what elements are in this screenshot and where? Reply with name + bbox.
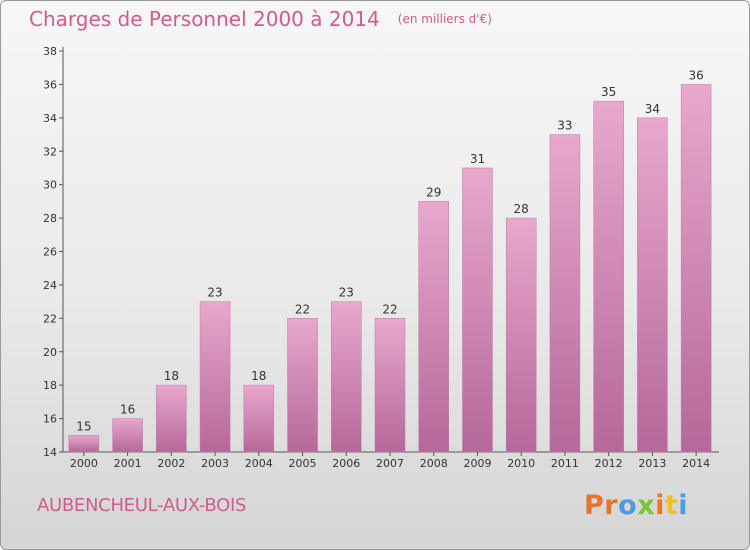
- y-tick-label: 16: [43, 413, 57, 426]
- bar-value-label: 22: [382, 302, 397, 316]
- y-tick-label: 22: [43, 312, 57, 325]
- logo-letter: o: [618, 490, 638, 521]
- x-tick-label: 2013: [638, 457, 666, 470]
- logo-letter: t: [664, 490, 679, 521]
- logo-letter: P: [584, 490, 605, 521]
- bar-value-label: 35: [601, 85, 616, 99]
- bar-value-label: 16: [120, 403, 135, 417]
- x-tick-label: 2011: [551, 457, 579, 470]
- chart-title: Charges de Personnel 2000 à 2014 (en mill…: [29, 7, 492, 31]
- x-tick-label: 2014: [682, 457, 710, 470]
- bar: [112, 418, 143, 453]
- y-tick-label: 28: [43, 212, 57, 225]
- bar: [549, 134, 581, 453]
- commune-name: AUBENCHEUL-AUX-BOIS: [37, 495, 247, 516]
- y-tick-label: 32: [43, 145, 57, 158]
- bar: [462, 167, 493, 453]
- x-tick-label: 2008: [420, 457, 448, 470]
- bar-value-label: 28: [514, 202, 529, 216]
- y-tick-label: 26: [43, 246, 57, 259]
- bar-value-label: 29: [426, 185, 441, 199]
- y-tick-label: 18: [43, 379, 57, 392]
- bar: [680, 84, 712, 453]
- x-tick-label: 2009: [463, 457, 491, 470]
- x-tick-label: 2004: [245, 457, 273, 470]
- x-axis: 2000 2001 2002 2003 2004 2005 2006 2007 2008 2009…: [63, 451, 719, 470]
- bar: [505, 217, 537, 453]
- bar-value-label: 23: [207, 286, 222, 300]
- bars: 15 16 18 23 18 22 23 22 29 31 28 33 35 34 36: [68, 68, 712, 453]
- logo-letter: i: [655, 490, 665, 521]
- bar-value-label: 18: [164, 369, 179, 383]
- bar-value-label: 22: [295, 302, 310, 316]
- y-tick-label: 34: [43, 112, 57, 125]
- logo-letter: i: [678, 490, 689, 521]
- x-tick-label: 2002: [157, 457, 185, 470]
- title-unit: (en milliers d'€): [397, 12, 492, 26]
- logo-letter: r: [604, 490, 619, 521]
- x-tick-label: 2001: [114, 457, 142, 470]
- x-tick-label: 2003: [201, 457, 229, 470]
- x-tick-label: 2012: [595, 457, 623, 470]
- title-text: Charges de Personnel 2000 à 2014: [29, 7, 380, 31]
- bar-value-label: 34: [645, 102, 660, 116]
- y-tick-label: 30: [43, 179, 57, 192]
- bar: [243, 384, 275, 453]
- bar-value-label: 18: [251, 369, 266, 383]
- bar: [156, 384, 187, 453]
- proxiti-logo[interactable]: Proxiti: [584, 490, 688, 521]
- x-tick-label: 2006: [332, 457, 360, 470]
- bar: [374, 318, 406, 453]
- x-tick-label: 2000: [70, 457, 98, 470]
- y-tick-label: 38: [43, 45, 57, 58]
- y-tick-label: 20: [43, 346, 57, 359]
- y-tick-label: 24: [43, 279, 57, 292]
- y-tick-label: 36: [43, 78, 57, 91]
- bar-value-label: 36: [688, 68, 703, 82]
- bar: [199, 301, 231, 453]
- logo-letter: x: [637, 490, 656, 521]
- x-tick-label: 2007: [376, 457, 404, 470]
- bar: [593, 100, 624, 453]
- y-axis: 14 16 18 20 22 24 26 28 30 32 34 36 38: [43, 45, 64, 459]
- bar: [68, 435, 100, 453]
- bar: [331, 301, 362, 453]
- bar: [287, 318, 318, 453]
- bar-value-label: 15: [76, 419, 91, 433]
- bar-value-label: 33: [557, 119, 572, 133]
- bar: [637, 117, 668, 453]
- y-tick-label: 14: [43, 446, 57, 459]
- x-tick-label: 2010: [507, 457, 535, 470]
- x-tick-label: 2005: [289, 457, 317, 470]
- bar: [418, 201, 449, 453]
- bar-value-label: 23: [339, 286, 354, 300]
- bar-value-label: 31: [470, 152, 485, 166]
